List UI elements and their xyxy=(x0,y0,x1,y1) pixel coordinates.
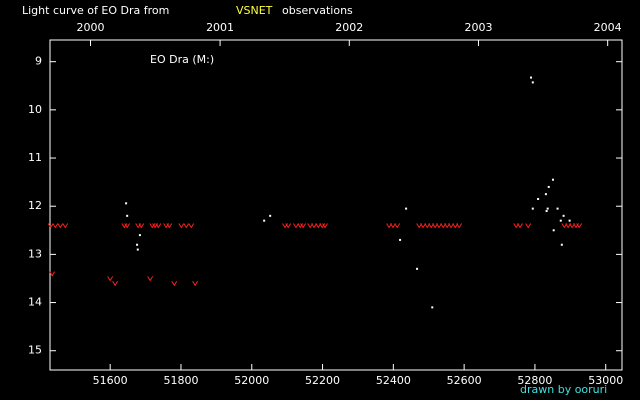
upper-limit-mark xyxy=(300,223,307,229)
x-tick-label: 51800 xyxy=(163,374,198,387)
observation-point xyxy=(568,219,571,222)
upper-limit-mark xyxy=(576,223,583,229)
observation-point xyxy=(556,207,559,210)
upper-limit-mark xyxy=(420,223,426,229)
upper-limit-mark xyxy=(57,223,64,229)
y-tick-label: 13 xyxy=(28,247,42,260)
observation-point xyxy=(136,243,139,246)
upper-limit-mark xyxy=(390,223,396,229)
upper-limit-mark xyxy=(166,223,173,229)
observation-point xyxy=(560,243,563,246)
upper-limit-mark xyxy=(49,271,56,277)
y-tick-label: 14 xyxy=(28,296,42,309)
observation-point xyxy=(562,214,565,217)
x-tick-label: 52400 xyxy=(376,374,411,387)
observation-point xyxy=(545,210,548,213)
y-tick-label: 15 xyxy=(28,344,42,357)
observation-point xyxy=(405,207,408,210)
observation-point xyxy=(546,207,549,210)
upper-limit-mark xyxy=(107,276,114,282)
upper-limit-mark xyxy=(62,223,69,229)
upper-limit-mark xyxy=(517,223,523,229)
upper-limit-mark xyxy=(394,223,401,229)
upper-limit-mark xyxy=(147,276,154,282)
upper-limit-mark xyxy=(183,223,190,229)
observation-point xyxy=(431,306,434,309)
observation-point xyxy=(531,81,534,84)
observation-point xyxy=(544,193,547,196)
upper-limit-mark xyxy=(112,281,119,287)
observation-point xyxy=(126,214,129,217)
chart-title-source: VSNET xyxy=(236,4,273,17)
plot-frame xyxy=(49,39,623,371)
observation-point xyxy=(125,202,128,205)
observation-point xyxy=(399,238,402,241)
x-tick-label: 52200 xyxy=(305,374,340,387)
x2-tick-label: 2002 xyxy=(335,21,363,34)
upper-limit-mark xyxy=(178,223,185,229)
observation-point xyxy=(263,219,266,222)
x-tick-label: 52600 xyxy=(447,374,482,387)
observation-point xyxy=(537,197,540,200)
x2-tick-label: 2000 xyxy=(77,21,105,34)
upper-limit-mark xyxy=(138,223,145,229)
chart-title-suffix: observations xyxy=(282,4,353,17)
x-tick-label: 52000 xyxy=(234,374,269,387)
x-tick-label: 51600 xyxy=(93,374,128,387)
upper-limit-mark xyxy=(436,223,442,229)
upper-limit-mark xyxy=(293,223,299,229)
observation-point xyxy=(547,185,550,188)
observation-point xyxy=(551,178,554,181)
x2-tick-label: 2001 xyxy=(206,21,234,34)
y-tick-label: 12 xyxy=(28,199,42,212)
x-tick-label: 53000 xyxy=(588,374,623,387)
upper-limit-mark xyxy=(188,223,195,229)
y-tick-label: 11 xyxy=(28,151,42,164)
upper-limit-mark xyxy=(448,223,454,229)
y-tick-label: 9 xyxy=(35,55,42,68)
upper-limit-mark xyxy=(192,281,199,287)
observation-point xyxy=(136,248,139,251)
upper-limit-mark xyxy=(456,223,463,229)
y-tick-label: 10 xyxy=(28,103,42,116)
observation-point xyxy=(552,229,555,232)
upper-limit-mark xyxy=(285,223,292,229)
observation-point xyxy=(269,214,272,217)
upper-limit-mark xyxy=(171,281,178,287)
upper-limit-mark xyxy=(311,223,317,229)
upper-limit-mark xyxy=(155,223,162,229)
upper-limit-mark xyxy=(525,223,532,229)
upper-limit-mark xyxy=(322,223,328,229)
upper-limit-mark xyxy=(52,223,59,229)
observation-point xyxy=(416,267,419,270)
x2-tick-label: 2003 xyxy=(464,21,492,34)
observation-point xyxy=(138,234,141,237)
upper-limit-mark xyxy=(124,223,131,229)
chart-title: Light curve of EO Dra from xyxy=(22,4,169,17)
x-tick-label: 52800 xyxy=(517,374,552,387)
x2-tick-label: 2004 xyxy=(594,21,622,34)
observation-point xyxy=(531,207,534,210)
upper-limit-mark xyxy=(47,223,54,229)
observation-point xyxy=(559,219,562,222)
credit: drawn by ooruri xyxy=(520,383,607,396)
annotation: EO Dra (M:) xyxy=(150,53,214,66)
observation-point xyxy=(530,76,533,79)
